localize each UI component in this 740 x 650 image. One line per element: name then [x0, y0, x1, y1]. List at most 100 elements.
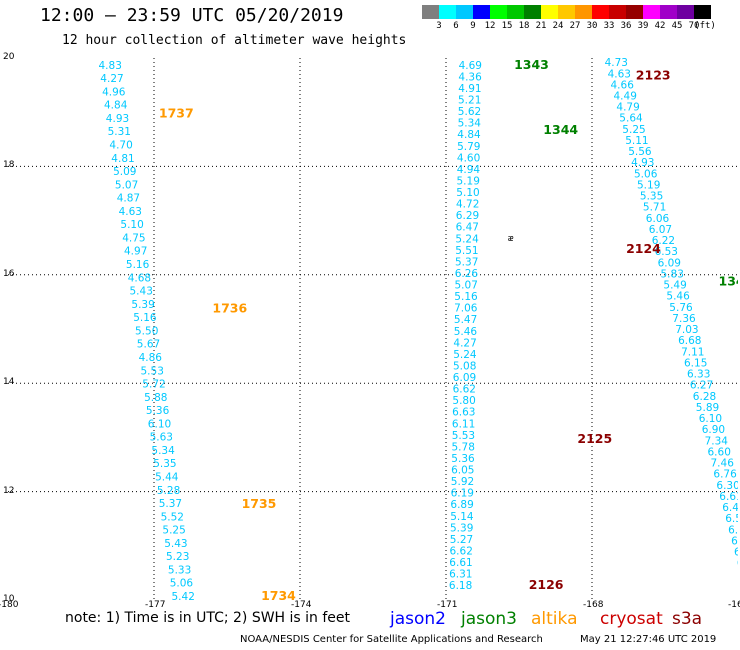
pass-time-label: 1735	[242, 496, 277, 511]
legend-label: 27	[569, 21, 581, 31]
swh-value-label: 7.46	[711, 458, 735, 470]
swh-value-label: 4.63	[119, 206, 142, 218]
swh-value-label: 4.94	[457, 164, 481, 176]
legend-label: 30	[586, 21, 598, 31]
swh-value-label: 6.60	[731, 535, 738, 547]
swh-value-label: 5.37	[159, 498, 182, 510]
legend-swatch	[456, 5, 473, 19]
pass-time-label: 1736	[212, 301, 247, 316]
pass-time-label: 2126	[529, 577, 564, 592]
swh-value-label: 5.34	[458, 118, 482, 130]
mission-cryosat: cryosat	[600, 609, 663, 629]
swh-value-label: 7.36	[672, 313, 696, 325]
swh-value-label: 4.66	[611, 79, 635, 91]
swh-value-label: 6.27	[690, 380, 713, 392]
legend-swatch	[541, 5, 558, 19]
swh-value-label: 5.16	[126, 259, 150, 271]
generation-timestamp: May 21 12:27:46 UTC 2019	[580, 634, 717, 645]
y-tick-label: 16	[3, 268, 15, 279]
swh-value-label: 6.30	[716, 480, 738, 492]
swh-value-label: 5.79	[457, 141, 480, 153]
pass-time-label: 1345	[719, 274, 739, 289]
swh-value-label: 6.60	[708, 446, 731, 458]
swh-value-label: 6.56	[734, 547, 738, 559]
swh-value-label: 6.09	[658, 257, 681, 269]
swh-value-label: 4.75	[122, 233, 145, 245]
swh-value-label: 5.62	[458, 106, 481, 118]
swh-value-label: 7.03	[675, 324, 698, 336]
swh-value-label: 6.18	[449, 580, 472, 592]
swh-value-label: 5.23	[166, 551, 189, 563]
color-scale-legend	[422, 5, 711, 19]
page-title: 12:00 – 23:59 UTC 05/20/2019	[40, 5, 344, 26]
swh-value-label: 5.53	[452, 430, 475, 442]
swh-value-label: 5.72	[142, 379, 165, 391]
legend-label: 33	[603, 21, 615, 31]
swh-value-label: 6.90	[702, 424, 725, 436]
legend-label: 6	[453, 21, 459, 31]
page-subtitle: 12 hour collection of altimeter wave hei…	[62, 33, 407, 48]
swh-value-label: 6.07	[649, 224, 672, 236]
legend-swatch	[677, 5, 694, 19]
legend-label: 42	[654, 21, 666, 31]
swh-value-label: 7.34	[705, 435, 729, 447]
y-tick-label: 10	[3, 594, 15, 604]
swh-value-label: 4.70	[109, 140, 132, 152]
y-tick-label: 18	[3, 160, 15, 171]
swh-value-label: 4.69	[459, 60, 482, 72]
swh-value-label: 5.35	[640, 191, 663, 203]
pass-time-label: 2123	[636, 68, 671, 83]
swh-value-label: 6.19	[451, 488, 474, 500]
swh-value-label: 6.11	[452, 418, 475, 430]
credit-line: NOAA/NESDIS Center for Satellite Applica…	[240, 634, 543, 645]
swh-value-label: 5.27	[450, 534, 473, 546]
swh-value-label: 5.21	[458, 95, 481, 107]
swh-value-label: 6.62	[453, 384, 476, 396]
legend-swatch	[558, 5, 575, 19]
swh-value-label: 6.26	[455, 268, 479, 280]
swh-value-label: 4.93	[631, 157, 654, 169]
swh-value-label: 5.31	[108, 126, 131, 138]
swh-value-label: 6.61	[719, 491, 738, 503]
swh-value-label: 6.06	[646, 213, 670, 225]
swh-value-label: 6.05	[451, 465, 474, 477]
swh-value-label: 4.27	[100, 73, 123, 85]
legend-label: 15	[501, 21, 513, 31]
swh-value-label: 5.78	[452, 441, 475, 453]
swh-value-label: 5.36	[451, 453, 475, 465]
swh-value-label: 5.24	[453, 349, 477, 361]
swh-value-label: 6.22	[652, 235, 675, 247]
swh-value-label: 6.57	[725, 513, 738, 525]
swh-value-label: 4.27	[453, 337, 476, 349]
swh-value-label: 7.06	[454, 303, 478, 315]
swh-value-label: 4.68	[128, 272, 151, 284]
legend-swatch	[660, 5, 677, 19]
wave-height-map: ᴂ4.834.274.964.844.935.314.704.815.095.0…	[8, 58, 738, 603]
swh-value-label: 6.09	[453, 372, 476, 384]
pass-time-label: 2124	[626, 241, 661, 256]
swh-value-label: 5.42	[172, 591, 195, 603]
swh-value-label: 6.15	[684, 357, 707, 369]
swh-value-label: 5.35	[153, 458, 176, 470]
swh-value-label: 5.08	[453, 361, 476, 373]
swh-value-label: 4.84	[457, 129, 481, 141]
swh-value-label: 5.09	[113, 166, 136, 178]
legend-swatch	[422, 5, 439, 19]
legend-swatch	[473, 5, 490, 19]
y-tick-label: 20	[3, 52, 15, 62]
color-scale-labels: 3 6 9 12 15 18 21 24 27 30 33 36 39 42 45 70 (ft)	[422, 21, 740, 35]
legend-label: 9	[470, 21, 476, 31]
swh-value-label: 5.37	[455, 256, 478, 268]
mission-jason2: jason2	[390, 609, 446, 629]
swh-value-label: 5.24	[455, 233, 479, 245]
x-tick-label: -174	[291, 600, 312, 610]
swh-value-label: 4.63	[608, 68, 631, 80]
swh-value-label: 5.76	[669, 302, 693, 314]
x-tick-label: -171	[437, 600, 458, 610]
legend-swatch	[439, 5, 456, 19]
swh-value-label: 5.47	[454, 314, 477, 326]
swh-value-label: 5.25	[162, 525, 185, 537]
swh-value-label: 4.97	[124, 246, 147, 258]
swh-value-label: 5.43	[130, 286, 153, 298]
mission-altika: altika	[531, 609, 578, 629]
